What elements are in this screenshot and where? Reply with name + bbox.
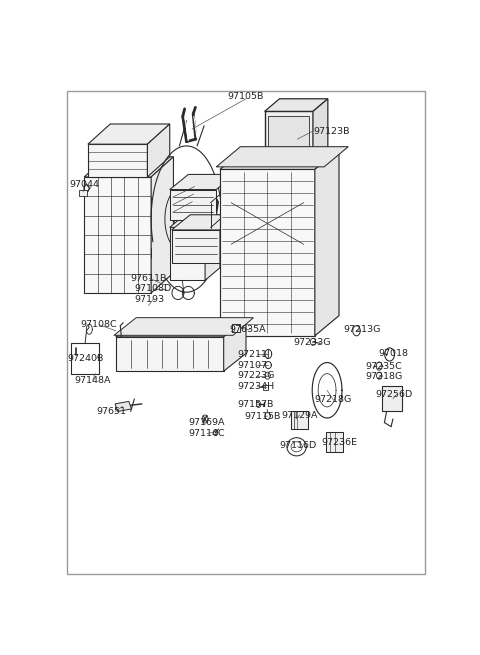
Text: 97157B: 97157B xyxy=(237,400,274,409)
Polygon shape xyxy=(315,149,339,336)
Text: 97651: 97651 xyxy=(96,407,126,416)
Text: 97234H: 97234H xyxy=(237,383,274,391)
Polygon shape xyxy=(88,124,170,144)
Polygon shape xyxy=(84,157,173,177)
Text: 97148A: 97148A xyxy=(74,376,110,384)
Polygon shape xyxy=(264,99,328,111)
Text: 97236E: 97236E xyxy=(322,438,358,447)
Polygon shape xyxy=(290,411,309,429)
Polygon shape xyxy=(326,432,343,452)
Polygon shape xyxy=(84,177,151,293)
Text: 97193: 97193 xyxy=(134,295,165,304)
Text: 97115B: 97115B xyxy=(244,412,281,421)
Text: 97218G: 97218G xyxy=(365,372,402,381)
Polygon shape xyxy=(205,215,220,280)
Polygon shape xyxy=(220,215,239,263)
Text: 97233G: 97233G xyxy=(294,339,331,347)
Polygon shape xyxy=(170,189,216,220)
Polygon shape xyxy=(216,147,348,167)
Text: 97169A: 97169A xyxy=(188,418,225,427)
Polygon shape xyxy=(263,385,267,390)
Text: 97108C: 97108C xyxy=(81,320,117,329)
Polygon shape xyxy=(313,99,328,170)
Text: 97044: 97044 xyxy=(69,180,99,189)
Polygon shape xyxy=(116,319,246,337)
Text: 97211J: 97211J xyxy=(237,350,270,359)
Polygon shape xyxy=(220,149,339,170)
Text: 97611B: 97611B xyxy=(131,274,167,283)
Polygon shape xyxy=(172,215,239,230)
Text: 97123B: 97123B xyxy=(313,126,349,136)
Text: 97114C: 97114C xyxy=(188,429,225,438)
Polygon shape xyxy=(79,190,87,196)
Text: 97129A: 97129A xyxy=(281,411,317,419)
Text: 97256D: 97256D xyxy=(375,390,413,399)
Text: 97223G: 97223G xyxy=(237,371,275,380)
Text: 97116D: 97116D xyxy=(279,441,317,450)
Text: 97635A: 97635A xyxy=(229,326,266,334)
Polygon shape xyxy=(264,111,313,170)
Polygon shape xyxy=(115,402,132,411)
Text: 97018: 97018 xyxy=(378,349,408,358)
Polygon shape xyxy=(224,319,246,371)
Polygon shape xyxy=(232,324,240,332)
Polygon shape xyxy=(147,124,170,177)
Polygon shape xyxy=(170,215,220,227)
Polygon shape xyxy=(382,386,402,411)
Polygon shape xyxy=(151,157,173,293)
Text: 97240B: 97240B xyxy=(67,354,104,363)
Text: 97218G: 97218G xyxy=(315,396,352,404)
Text: 97108D: 97108D xyxy=(134,284,172,293)
Polygon shape xyxy=(170,174,235,189)
Text: 97213G: 97213G xyxy=(344,326,381,334)
Polygon shape xyxy=(114,318,253,335)
Polygon shape xyxy=(220,170,315,336)
Polygon shape xyxy=(172,230,220,263)
Polygon shape xyxy=(170,227,205,280)
Text: 97105B: 97105B xyxy=(228,92,264,102)
Polygon shape xyxy=(88,144,147,177)
Text: 97107: 97107 xyxy=(237,360,267,369)
Polygon shape xyxy=(268,117,309,164)
Text: 97235C: 97235C xyxy=(365,362,402,371)
Polygon shape xyxy=(116,337,224,371)
